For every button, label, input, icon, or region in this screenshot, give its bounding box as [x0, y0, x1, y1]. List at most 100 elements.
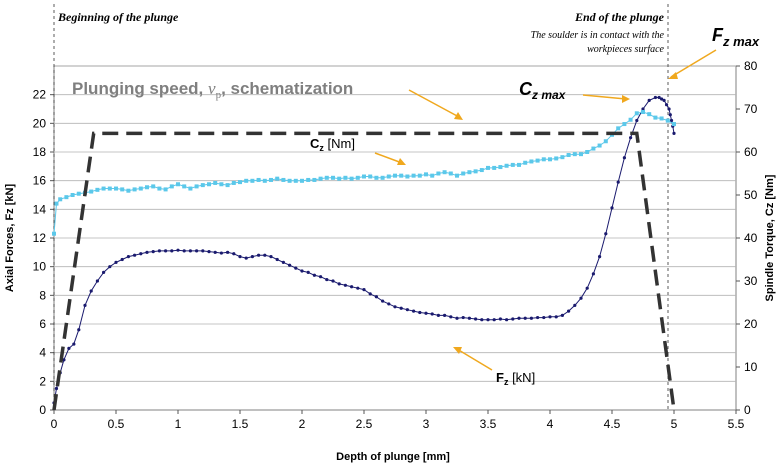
cz-data-point — [448, 171, 453, 176]
cz-data-point — [355, 175, 360, 180]
fz-data-point — [641, 107, 645, 111]
cz-data-point — [306, 177, 311, 182]
y2-tick-label: 70 — [744, 102, 758, 116]
fz-data-point — [77, 328, 81, 332]
x-tick-label: 2 — [299, 417, 306, 431]
cz-data-point — [101, 186, 106, 191]
y2-tick-label: 30 — [744, 274, 758, 288]
cz-data-point — [603, 139, 608, 144]
y-axis-title: Axial Forces, Fz [kN] — [4, 184, 16, 293]
cz-data-point — [312, 177, 317, 182]
fz-data-point — [529, 316, 534, 320]
cz-data-point — [504, 163, 509, 168]
cz-data-point — [659, 116, 664, 121]
x-tick-label: 1.5 — [232, 417, 249, 431]
fz-data-point — [269, 255, 273, 259]
fz-data-point — [300, 269, 304, 273]
fz-data-point — [443, 313, 447, 317]
fz-data-point — [486, 318, 490, 322]
y-tick-label: 10 — [33, 260, 47, 274]
fz-data-point — [343, 283, 347, 287]
x-tick-label: 1 — [175, 417, 182, 431]
fz-label-unit: [kN] — [508, 370, 535, 385]
fz-data-point — [591, 272, 596, 276]
fz-data-point — [83, 303, 87, 307]
cz-label-symbol: C — [310, 136, 320, 151]
fz-data-point — [219, 251, 223, 255]
y-tick-label: 12 — [33, 231, 47, 245]
fz-data-point — [664, 103, 669, 107]
fz-data-point — [72, 342, 76, 346]
schema-part1: Plunging speed, — [72, 79, 208, 98]
cz-data-point — [411, 173, 416, 178]
cz-data-point — [331, 175, 335, 180]
fz-data-point — [622, 156, 627, 160]
fz-data-point — [263, 253, 267, 257]
fz-max-arrowhead — [668, 72, 678, 79]
cz-data-point — [554, 156, 559, 161]
end-label: End of the plunge — [574, 10, 665, 24]
fz-data-point — [610, 206, 614, 210]
cz-data-point — [498, 165, 503, 170]
fz-data-point — [188, 249, 192, 253]
fz-data-point — [120, 257, 124, 262]
fz-data-point — [108, 265, 112, 269]
cz-data-point — [368, 174, 373, 179]
fz-data-point — [455, 316, 459, 320]
cz-label-arrow — [374, 152, 403, 164]
fz-data-point — [288, 263, 292, 267]
cz-data-point — [517, 162, 521, 167]
cz-data-point — [107, 186, 112, 191]
y-tick-label: 20 — [33, 116, 47, 130]
cz-data-point — [262, 178, 267, 183]
fz-data-point — [474, 317, 478, 321]
cz-data-point — [293, 178, 298, 183]
fz-data-point — [672, 131, 676, 135]
fz-data-point — [412, 309, 416, 313]
cz-data-point — [597, 143, 602, 148]
fz-data-point — [517, 316, 521, 320]
fz-max-symbol: F — [712, 25, 724, 45]
fz-data-point — [232, 252, 236, 256]
cz-data-point — [417, 173, 422, 178]
fz-data-point — [492, 318, 496, 322]
fz-data-point — [157, 249, 161, 253]
y-tick-label: 16 — [33, 174, 47, 188]
fz-data-point — [418, 310, 422, 315]
fz-data-point — [657, 95, 661, 100]
fz-data-point — [238, 255, 242, 259]
fz-data-point — [536, 315, 540, 320]
fz-data-point — [579, 296, 583, 300]
fz-data-point — [139, 252, 143, 256]
cz-data-point — [486, 165, 490, 170]
cz-data-point — [200, 183, 205, 188]
cz-data-point — [225, 183, 230, 188]
fz-label-arrow — [456, 348, 493, 371]
fz-data-point — [207, 250, 211, 254]
cz-data-point — [275, 176, 280, 181]
x-tick-label: 3 — [423, 417, 430, 431]
x-tick-label: 0.5 — [108, 417, 125, 431]
cz-data-point — [436, 171, 441, 176]
schema-title: Plunging speed, vp, schematization — [72, 79, 353, 101]
cz-data-point — [194, 184, 199, 189]
fz-data-point — [449, 315, 453, 319]
y2-axis-title: Spindle Torque, Cz [Nm] — [764, 174, 776, 301]
cz-data-point — [52, 231, 56, 236]
fz-max-arrow — [670, 49, 717, 78]
x-tick-label: 2.5 — [356, 417, 373, 431]
cz-label-unit: [Nm] — [324, 136, 355, 151]
fz-data-point — [461, 315, 465, 320]
cz-data-point — [510, 162, 515, 167]
fz-data-point — [505, 318, 509, 322]
fz-data-point — [635, 118, 639, 123]
fz-data-point — [337, 282, 341, 286]
contact-note-line1: The soulder is in contact with the — [531, 30, 665, 41]
cz-data-point — [188, 186, 193, 191]
fz-data-point — [62, 358, 66, 362]
fz-label-symbol: F — [496, 370, 504, 385]
cz-data-point — [492, 165, 497, 170]
cz-data-point — [318, 176, 323, 181]
fz-data-point — [387, 302, 391, 306]
